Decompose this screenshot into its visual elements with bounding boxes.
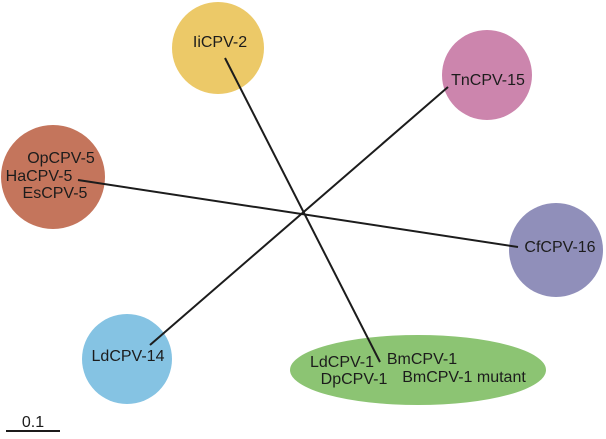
cluster-label-opcpv5: OpCPV-5 bbox=[27, 150, 95, 167]
cluster-label-ldcpv14: LdCPV-14 bbox=[92, 348, 165, 365]
cluster-blob-cpv14 bbox=[82, 314, 172, 404]
cluster-blob-cpv2 bbox=[172, 2, 264, 94]
cluster-label-tncpv15: TnCPV-15 bbox=[451, 72, 525, 89]
branch-cpv5-to-cpv16 bbox=[77, 179, 519, 248]
cluster-label-iicpv2: IiCPV-2 bbox=[193, 34, 247, 51]
cluster-label-cfcpv16: CfCPV-16 bbox=[524, 239, 595, 256]
cluster-label-bmcpv1: BmCPV-1 bbox=[387, 351, 457, 368]
cluster-blob-cpv16 bbox=[509, 203, 603, 297]
scale-bar-label: 0.1 bbox=[22, 414, 44, 431]
cluster-label-escpv5: EsCPV-5 bbox=[23, 185, 88, 202]
cluster-blob-cpv15 bbox=[442, 30, 532, 120]
branch-cpv15-to-cpv14 bbox=[149, 86, 449, 346]
cluster-blob-cpv5 bbox=[1, 125, 105, 229]
branch-cpv2-to-cpv1 bbox=[224, 57, 381, 363]
cluster-label-dpcpv1: DpCPV-1 bbox=[321, 371, 388, 388]
cluster-label-hacpv5: HaCPV-5 bbox=[6, 168, 73, 185]
cluster-label-ldcpv1: LdCPV-1 bbox=[310, 354, 374, 371]
cluster-blob-cpv1 bbox=[290, 335, 546, 405]
cluster-label-bmcpv1-mutant: BmCPV-1 mutant bbox=[402, 369, 526, 386]
